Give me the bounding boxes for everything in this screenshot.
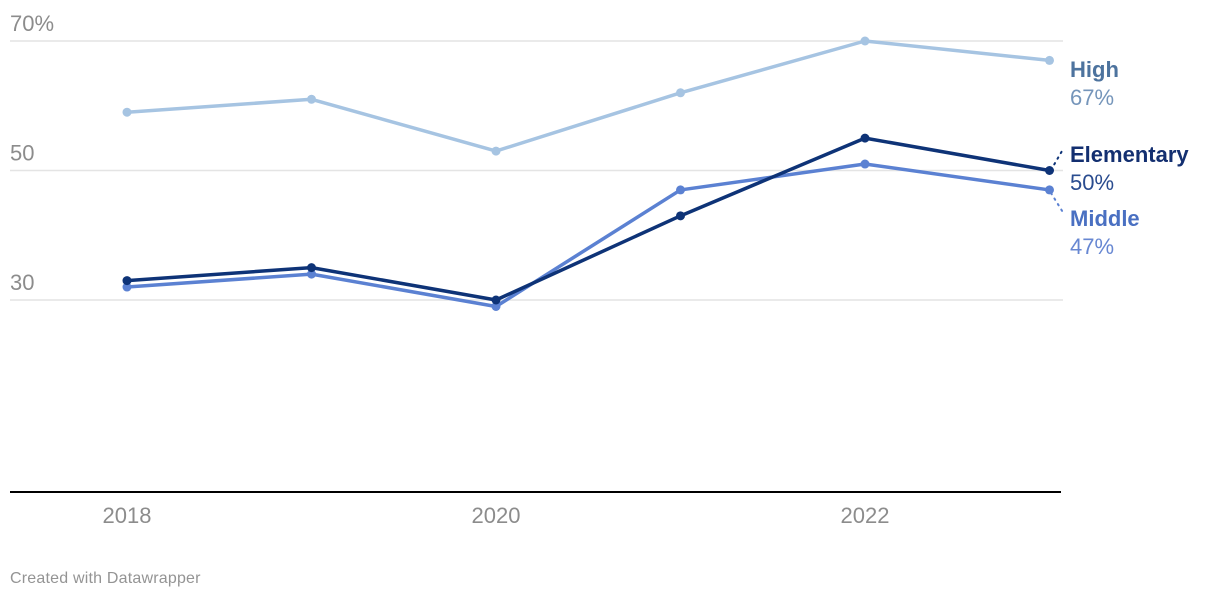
data-point-elementary-2022 <box>860 133 870 143</box>
y-tick-label-30: 30 <box>10 270 34 295</box>
data-point-high-2023 <box>1045 55 1054 65</box>
data-point-elementary-2019 <box>307 263 316 273</box>
series-line-elementary <box>125 136 1052 302</box>
data-point-high-2020 <box>491 146 501 156</box>
data-point-middle-2021 <box>676 185 685 195</box>
datawrapper-credit: Created with Datawrapper <box>10 570 201 587</box>
leader-line-elementary <box>1050 150 1063 171</box>
data-point-high-2018 <box>122 107 132 117</box>
end-label-elementary: Elementary 50% <box>1070 142 1189 195</box>
series-elementary <box>122 133 1054 305</box>
series-middle <box>122 159 1054 311</box>
series-line-high <box>125 39 1052 153</box>
data-point-elementary-2023 <box>1045 166 1054 175</box>
data-point-middle-2020 <box>491 301 501 311</box>
series-value-label-middle: 47% <box>1070 234 1114 259</box>
y-tick-label-50: 50 <box>10 141 34 166</box>
y-tick-label-70: 70% <box>10 11 54 36</box>
data-point-elementary-2018 <box>122 276 132 286</box>
end-label-high: High 67% <box>1070 57 1119 110</box>
x-tick-label-2022: 2022 <box>841 503 890 528</box>
data-point-middle-2019 <box>307 269 316 279</box>
series-name-label-middle: Middle <box>1070 206 1140 231</box>
data-point-elementary-2020 <box>491 295 501 305</box>
x-tick-label-2018: 2018 <box>103 503 152 528</box>
data-point-high-2019 <box>307 94 316 104</box>
series-line-middle <box>125 162 1052 309</box>
data-point-middle-2023 <box>1045 185 1054 195</box>
series-name-label-elementary: Elementary <box>1070 142 1189 167</box>
series-value-label-high: 67% <box>1070 85 1114 110</box>
data-point-high-2021 <box>676 88 685 98</box>
data-point-elementary-2021 <box>676 211 685 221</box>
end-label-middle: Middle 47% <box>1070 206 1140 259</box>
series-name-label-high: High <box>1070 57 1119 82</box>
leader-line-middle <box>1050 192 1065 215</box>
data-point-middle-2022 <box>860 159 870 169</box>
data-point-high-2022 <box>860 36 870 46</box>
x-tick-label-2020: 2020 <box>472 503 521 528</box>
series-high <box>122 36 1054 156</box>
data-point-middle-2018 <box>122 282 132 292</box>
series-value-label-elementary: 50% <box>1070 170 1114 195</box>
